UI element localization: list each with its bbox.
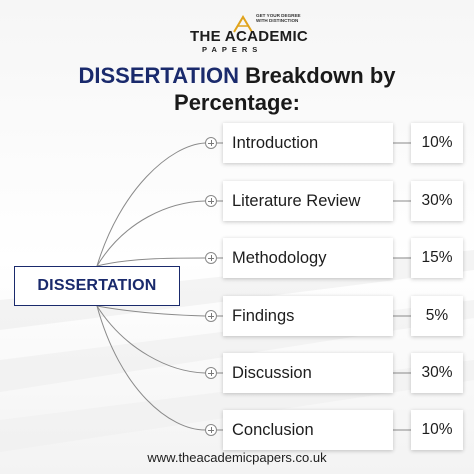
percent-introduction: 10%	[411, 123, 463, 163]
page-title-line2: Percentage:	[174, 90, 300, 115]
section-discussion: Discussion	[223, 353, 393, 393]
title-highlight: DISSERTATION	[78, 63, 240, 88]
logo: GET YOUR DEGREE WITH DISTINCTION THE ACA…	[178, 8, 308, 58]
percent-discussion: 30%	[411, 353, 463, 393]
percent-literature-review: 30%	[411, 181, 463, 221]
pen-icon	[233, 15, 253, 33]
percent-conclusion: 10%	[411, 410, 463, 450]
logo-tagline: GET YOUR DEGREE WITH DISTINCTION	[256, 13, 301, 23]
plus-icon	[205, 367, 217, 379]
plus-icon	[205, 424, 217, 436]
percent-findings: 5%	[411, 296, 463, 336]
section-literature-review: Literature Review	[223, 181, 393, 221]
footer-url: www.theacademicpapers.co.uk	[147, 450, 327, 465]
page-title: DISSERTATION Breakdown by	[0, 62, 474, 89]
section-findings: Findings	[223, 296, 393, 336]
plus-icon	[205, 137, 217, 149]
percent-methodology: 15%	[411, 238, 463, 278]
section-introduction: Introduction	[223, 123, 393, 163]
plus-icon	[205, 195, 217, 207]
logo-sub: PAPERS	[202, 45, 263, 54]
plus-icon	[205, 310, 217, 322]
section-methodology: Methodology	[223, 238, 393, 278]
section-conclusion: Conclusion	[223, 410, 393, 450]
plus-icon	[205, 252, 217, 264]
center-node: DISSERTATION	[14, 266, 180, 306]
logo-name: THE ACADEMIC	[190, 28, 309, 45]
title-line1-rest: Breakdown by	[239, 63, 396, 88]
